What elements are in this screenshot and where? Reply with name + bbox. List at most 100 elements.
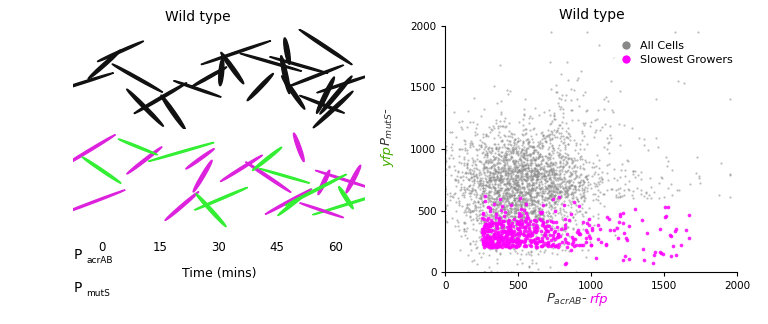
Point [493,193,505,198]
Point [492,194,504,199]
Point [482,179,494,184]
Point [483,178,495,183]
Point [507,239,519,244]
Point [568,201,581,206]
Point [535,189,547,194]
Point [552,181,564,187]
Point [601,95,613,100]
Point [495,149,508,155]
Point [573,232,585,237]
Point [539,232,551,237]
Point [546,181,558,186]
Point [487,215,499,221]
Point [543,176,555,181]
Point [528,157,541,162]
Point [487,237,499,242]
Point [543,152,555,157]
Point [521,176,533,181]
Point [501,87,513,93]
Point [515,182,528,187]
Point [495,139,507,144]
Point [501,270,513,275]
Point [485,188,497,193]
Point [502,206,514,211]
Point [568,147,581,153]
Point [482,183,495,189]
Point [483,189,495,194]
Point [480,131,492,136]
Point [515,177,527,182]
Point [531,171,543,176]
Point [439,140,452,145]
Point [469,215,482,221]
Point [538,224,551,229]
Point [514,162,526,167]
Point [447,194,459,199]
Point [524,152,536,157]
Point [572,242,584,247]
Point [462,208,475,214]
Point [439,186,452,191]
Point [505,193,517,199]
Point [684,181,697,186]
Point [553,142,565,147]
Point [463,177,475,182]
Point [598,145,611,150]
Point [449,199,462,204]
Point [469,202,482,207]
Point [514,242,526,247]
Point [563,178,575,183]
Point [530,244,542,249]
Point [512,192,525,197]
Point [481,166,493,171]
Point [492,215,504,220]
Point [495,153,508,158]
Point [552,155,564,160]
Point [610,192,622,197]
Point [482,243,494,249]
Point [525,158,537,164]
Point [520,170,532,176]
Point [504,230,516,235]
Point [492,174,504,179]
Point [577,219,589,225]
Point [449,168,462,173]
Point [472,146,485,152]
Point [540,175,552,180]
Point [500,203,512,208]
Point [513,182,525,187]
Point [540,184,552,190]
Point [505,207,517,212]
Point [493,219,505,225]
Point [452,220,465,225]
Point [543,151,555,156]
Point [479,241,492,246]
Point [504,163,516,168]
Point [502,220,515,225]
Point [501,196,513,201]
Point [461,204,473,210]
Point [513,184,525,189]
Point [533,192,545,197]
Point [569,175,581,180]
Point [516,185,528,190]
Point [511,202,524,207]
Point [513,156,525,162]
Point [492,169,505,175]
Point [498,214,511,219]
Point [723,194,736,199]
Point [467,200,479,205]
Point [511,193,524,198]
Point [450,174,462,179]
Point [486,220,498,225]
Point [465,139,478,144]
Point [469,205,482,210]
Point [518,186,531,191]
Point [525,211,538,216]
Point [498,206,510,212]
Point [467,144,479,149]
Point [502,164,515,169]
Point [581,188,594,193]
Point [511,152,524,157]
Point [562,179,574,184]
